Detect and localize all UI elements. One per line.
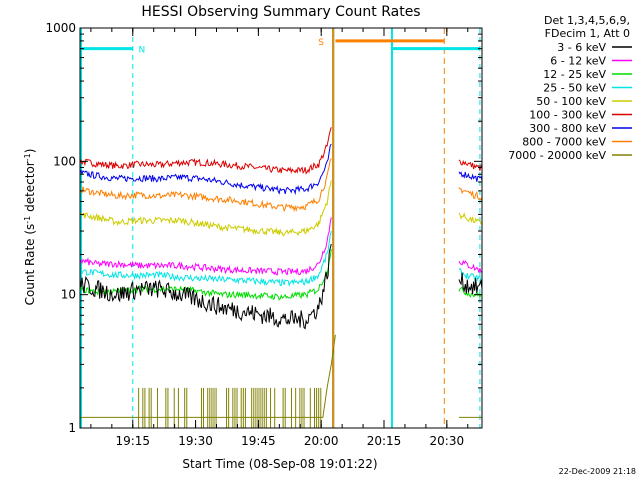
- legend-entry-label: 50 - 100 keV: [536, 95, 606, 108]
- series-line-10: [79, 230, 332, 287]
- series-line-14: [79, 243, 332, 330]
- series-line-6: [79, 180, 332, 237]
- series-line-15: [458, 272, 483, 295]
- series-line-2: [79, 143, 332, 196]
- series-line-7: [458, 211, 483, 225]
- series-line-1: [458, 159, 483, 171]
- series-line-4: [79, 158, 332, 213]
- legend-entry-label: 3 - 6 keV: [557, 41, 606, 54]
- legend-header-line: Det 1,3,4,5,6,9,: [544, 14, 630, 27]
- y-tick-label: 1000: [45, 21, 76, 35]
- x-tick-label: 19:15: [115, 434, 150, 448]
- series-line-3: [458, 171, 483, 182]
- chart-title: HESSI Observing Summary Count Rates: [141, 4, 420, 20]
- svg-text:Count Rate (s-1 detector-1): Count Rate (s-1 detector-1): [23, 149, 37, 306]
- y-axis-label: Count Rate (s-1 detector-1): [23, 149, 37, 306]
- x-axis-label: Start Time (08-Sep-08 19:01:22): [182, 457, 377, 471]
- x-tick-label: 19:30: [178, 434, 213, 448]
- footer-timestamp: 22-Dec-2009 21:18: [559, 467, 636, 476]
- x-tick-label: 20:00: [304, 434, 339, 448]
- series-line-16: [80, 334, 336, 418]
- series-line-12: [79, 248, 332, 301]
- series-line-0: [79, 127, 332, 175]
- y-tick-label: 1: [68, 421, 76, 435]
- series-line-11: [458, 267, 483, 285]
- legend: Det 1,3,4,5,6,9,FDecim 1, Att 03 - 6 keV…: [508, 14, 632, 162]
- legend-header-line: FDecim 1, Att 0: [545, 27, 630, 40]
- legend-entry-label: 800 - 7000 keV: [522, 136, 606, 149]
- y-tick-label: 100: [53, 154, 76, 168]
- x-tick-label: 20:30: [430, 434, 465, 448]
- saa-label: S: [318, 38, 324, 48]
- series-line-9: [458, 259, 483, 273]
- plot-frame: [79, 27, 483, 429]
- legend-entry-label: 100 - 300 keV: [529, 109, 606, 122]
- legend-entry-label: 7000 - 20000 keV: [508, 149, 606, 162]
- series-line-8: [79, 217, 332, 276]
- series-line-5: [458, 187, 483, 201]
- legend-entry-label: 25 - 50 keV: [543, 82, 606, 95]
- night-label: N: [139, 46, 146, 56]
- legend-entry-label: 300 - 800 keV: [529, 122, 606, 135]
- y-tick-label: 10: [61, 288, 76, 302]
- x-tick-label: 20:15: [367, 434, 402, 448]
- legend-entry-label: 12 - 25 keV: [543, 68, 606, 81]
- legend-entry-label: 6 - 12 keV: [550, 55, 606, 68]
- x-tick-label: 19:45: [241, 434, 276, 448]
